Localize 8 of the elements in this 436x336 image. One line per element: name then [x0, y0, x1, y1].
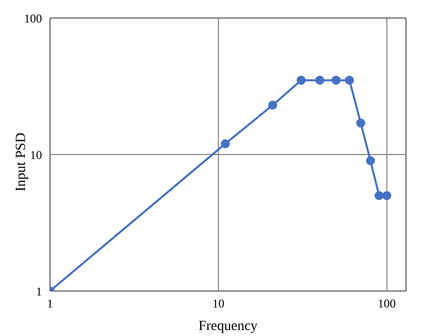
y-axis-title: Input PSD — [14, 132, 30, 192]
x-axis-title: Frequency — [198, 319, 258, 334]
x-tick-label: 1 — [47, 296, 53, 311]
y-tick-label: 100 — [24, 11, 42, 26]
x-tick-label: 10 — [212, 296, 224, 311]
x-tick-label: 100 — [378, 296, 396, 311]
y-tick-label: 1 — [36, 284, 42, 298]
y-tick-label: 10 — [30, 148, 42, 162]
